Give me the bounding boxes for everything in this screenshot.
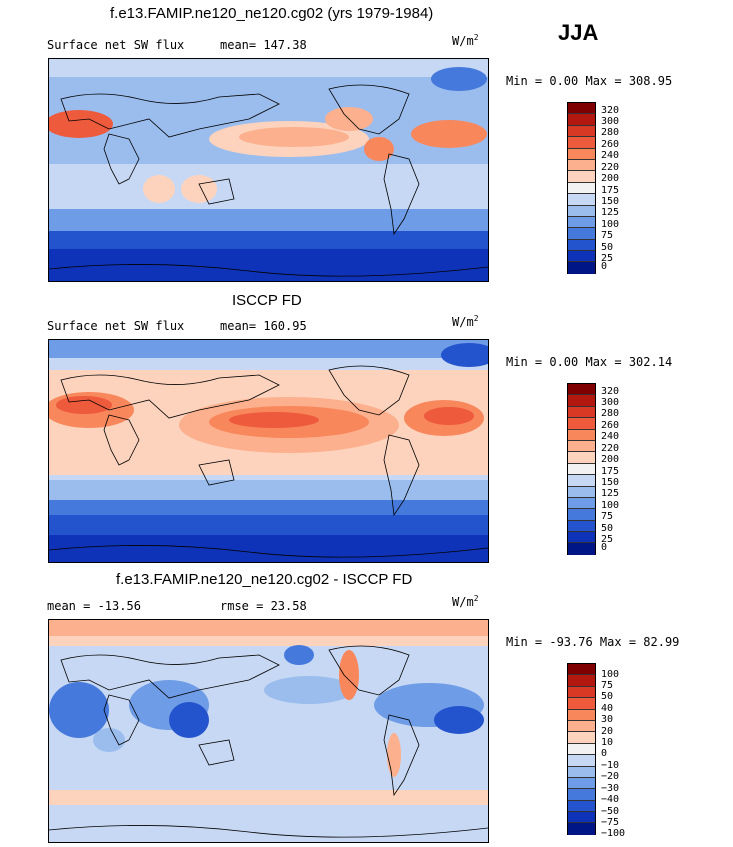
- panel1-tick: 175: [601, 185, 620, 196]
- panel1-tick: 320: [601, 105, 620, 116]
- panel2-tick: 175: [601, 466, 620, 477]
- panel1-tick: 100: [601, 219, 620, 230]
- panel1-title: f.e13.FAMIP.ne120_ne120.cg02 (yrs 1979-1…: [110, 5, 434, 22]
- panel1-tick: 25: [601, 253, 614, 264]
- panel2-minmax: Min = 0.00 Max = 302.14: [506, 355, 673, 369]
- panel2-tick: 100: [601, 500, 620, 511]
- panel1-map: [48, 58, 489, 282]
- panel2-tick: 75: [601, 511, 614, 522]
- panel3-tick: −100: [601, 828, 626, 839]
- panel3-units: W/m2: [452, 594, 479, 609]
- panel2-tick: 0: [601, 542, 608, 553]
- panel3-tick: 75: [601, 680, 614, 691]
- panel3-title: f.e13.FAMIP.ne120_ne120.cg02 - ISCCP FD: [116, 571, 413, 588]
- panel3-minmax: Min = -93.76 Max = 82.99: [506, 635, 680, 649]
- panel1-tick: 280: [601, 127, 620, 138]
- panel3-tick: −75: [601, 817, 620, 828]
- panel3-tick: 20: [601, 726, 614, 737]
- panel3-tick: −20: [601, 771, 620, 782]
- panel3-tick: −40: [601, 794, 620, 805]
- panel3-tick: 50: [601, 691, 614, 702]
- panel3-map: [48, 619, 489, 843]
- panel2-mean: mean= 160.95: [220, 319, 307, 333]
- panel3-tick: −10: [601, 760, 620, 771]
- panel2-tick: 25: [601, 534, 614, 545]
- panel2-map: [48, 339, 489, 563]
- panel1-mean: mean= 147.38: [220, 38, 307, 52]
- panel2-tick: 320: [601, 386, 620, 397]
- panel2-tick: 240: [601, 431, 620, 442]
- panel1-tick: 220: [601, 162, 620, 173]
- panel3-rmse: rmse = 23.58: [220, 599, 307, 613]
- panel2-tick: 220: [601, 443, 620, 454]
- panel3-tick: −50: [601, 806, 620, 817]
- panel1-units: W/m2: [452, 33, 479, 48]
- panel1-tick: 150: [601, 196, 620, 207]
- panel2-variable: Surface net SW flux: [47, 319, 185, 333]
- panel1-tick: 300: [601, 116, 620, 127]
- panel1-tick: 125: [601, 207, 620, 218]
- panel2-tick: 200: [601, 454, 620, 465]
- panel1-variable: Surface net SW flux: [47, 38, 185, 52]
- panel1-colorbar: [567, 102, 596, 274]
- panel3-tick: 40: [601, 703, 614, 714]
- panel3-tick: 0: [601, 748, 608, 759]
- panel2-title: ISCCP FD: [232, 292, 302, 309]
- panel1-tick: 50: [601, 242, 614, 253]
- panel3-tick: −30: [601, 783, 620, 794]
- panel3-tick: 30: [601, 714, 614, 725]
- panel2-units: W/m2: [452, 314, 479, 329]
- panel1-tick: 75: [601, 230, 614, 241]
- panel1-tick: 0: [601, 261, 608, 272]
- panel1-tick: 200: [601, 173, 620, 184]
- panel1-minmax: Min = 0.00 Max = 308.95: [506, 74, 673, 88]
- panel2-tick: 300: [601, 397, 620, 408]
- panel2-tick: 280: [601, 408, 620, 419]
- panel1-tick: 240: [601, 150, 620, 161]
- season-label: JJA: [558, 20, 599, 45]
- panel2-tick: 260: [601, 420, 620, 431]
- panel3-tick: 100: [601, 669, 620, 680]
- panel2-tick: 150: [601, 477, 620, 488]
- panel3-tick: 10: [601, 737, 614, 748]
- panel2-colorbar: [567, 383, 596, 555]
- panel1-tick: 260: [601, 139, 620, 150]
- panel3-colorbar: [567, 663, 596, 835]
- panel2-tick: 50: [601, 523, 614, 534]
- panel3-mean: mean = -13.56: [47, 599, 141, 613]
- panel2-tick: 125: [601, 488, 620, 499]
